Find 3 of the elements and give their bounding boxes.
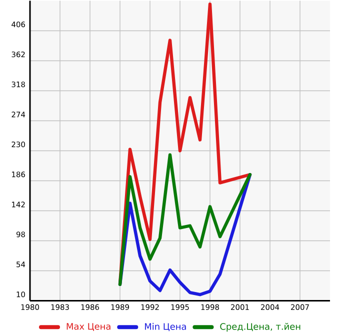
legend-label: Min Цена bbox=[145, 323, 186, 332]
legend-label: Max Цена bbox=[66, 323, 110, 332]
legend-label: Сред.Цена, т.йен bbox=[220, 323, 300, 332]
